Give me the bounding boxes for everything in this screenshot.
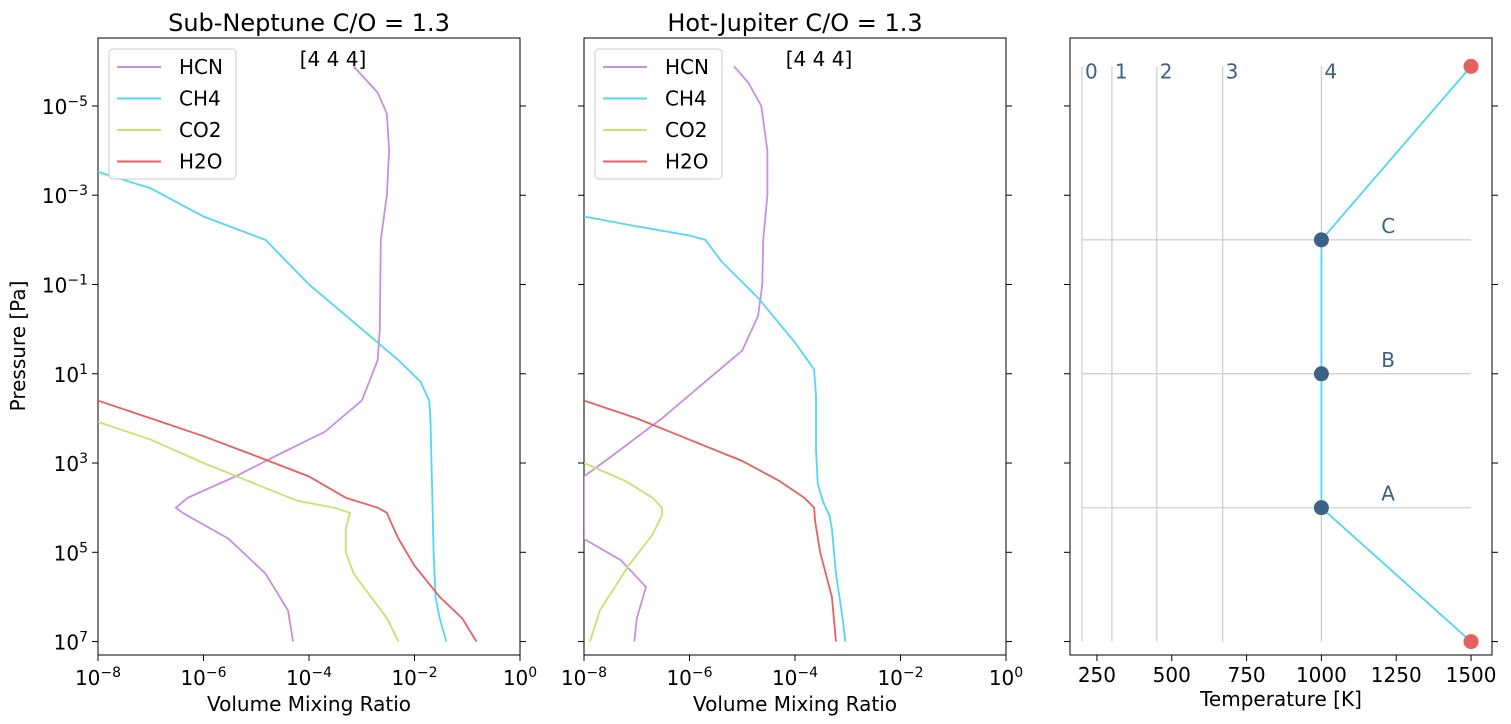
x-tick-label: 10−4 <box>286 665 332 690</box>
panel-title: Sub-Neptune C/O = 1.3 <box>168 9 450 37</box>
series-line-ch4 <box>584 215 847 642</box>
y-axis-label: Pressure [Pa] <box>6 281 30 412</box>
grid-hline-label: B <box>1381 348 1395 372</box>
x-tick-label: 1250 <box>1371 663 1422 687</box>
series-line-h2o <box>98 399 478 643</box>
grid-hline-label: A <box>1381 482 1395 506</box>
y-tick-label: 10−3 <box>42 183 88 208</box>
x-axis-label: Temperature [K] <box>1199 687 1362 711</box>
x-tick-label: 10−2 <box>391 665 437 690</box>
grid-vline-label: 3 <box>1226 59 1239 83</box>
y-tick-label: 10−5 <box>42 94 88 119</box>
temperature-profile-line <box>1320 65 1472 643</box>
series-line-co2 <box>584 462 663 642</box>
y-tick-label: 107 <box>54 630 88 655</box>
series-line-hcn <box>584 65 769 642</box>
series-line-ch4 <box>98 171 448 642</box>
legend-label: HCN <box>179 55 223 79</box>
series-line-co2 <box>98 421 400 643</box>
knot-point <box>1313 500 1329 516</box>
x-tick-label: 1000 <box>1296 663 1347 687</box>
x-tick-label: 10−4 <box>772 665 818 690</box>
x-axis-label: Volume Mixing Ratio <box>693 692 897 716</box>
legend-label: CO2 <box>665 118 707 142</box>
legend-label: CO2 <box>179 118 221 142</box>
grid-vline-label: 0 <box>1085 59 1098 83</box>
y-tick-label: 10−1 <box>42 273 88 298</box>
y-tick-label: 103 <box>54 451 88 476</box>
hot-jupiter-panel: Hot-Jupiter C/O = 1.3 Volume Mixing Rati… <box>561 9 1023 716</box>
knot-point <box>1313 232 1329 248</box>
grid-vline-label: 1 <box>1115 59 1128 83</box>
x-tick-label: 1500 <box>1446 663 1497 687</box>
panel-title: Hot-Jupiter C/O = 1.3 <box>667 9 922 37</box>
legend-box <box>108 48 237 180</box>
series-line-hcn <box>174 65 391 642</box>
legend-box <box>594 48 723 180</box>
knot-point <box>1313 366 1329 382</box>
series-group <box>584 65 847 642</box>
grid-vline-label: 4 <box>1324 59 1337 83</box>
y-tick-label: 105 <box>54 540 88 565</box>
annotation: [4 4 4] <box>786 47 853 71</box>
x-tick-label: 250 <box>1078 663 1116 687</box>
x-tick-label: 10−6 <box>180 665 226 690</box>
x-tick-label: 100 <box>989 665 1023 690</box>
legend-label: H2O <box>179 150 223 174</box>
x-tick-label: 10−2 <box>877 665 923 690</box>
series-group <box>98 65 478 643</box>
x-tick-label: 10−8 <box>75 665 121 690</box>
x-tick-label: 10−6 <box>666 665 712 690</box>
x-axis-label: Volume Mixing Ratio <box>207 692 411 716</box>
sub-neptune-panel: Sub-Neptune C/O = 1.3 Volume Mixing Rati… <box>6 9 537 716</box>
legend-label: CH4 <box>179 87 221 111</box>
legend-label: CH4 <box>665 87 707 111</box>
end-point <box>1463 58 1479 74</box>
grid-vline-label: 2 <box>1160 59 1173 83</box>
legend-label: H2O <box>665 150 709 174</box>
series-line-h2o <box>584 399 837 642</box>
x-tick-label: 100 <box>503 665 537 690</box>
y-tick-label: 101 <box>54 362 88 387</box>
grid-hline-label: C <box>1381 214 1395 238</box>
x-tick-label: 500 <box>1153 663 1191 687</box>
x-tick-label: 750 <box>1227 663 1265 687</box>
legend-label: HCN <box>665 55 709 79</box>
end-point <box>1463 634 1479 650</box>
x-tick-label: 10−8 <box>561 665 607 690</box>
annotation: [4 4 4] <box>300 47 367 71</box>
plot-frame <box>1069 37 1493 656</box>
temperature-profile-panel: Temperature [K] 250 500 750 1000 1250 1500 0 1 2… <box>1064 37 1498 711</box>
